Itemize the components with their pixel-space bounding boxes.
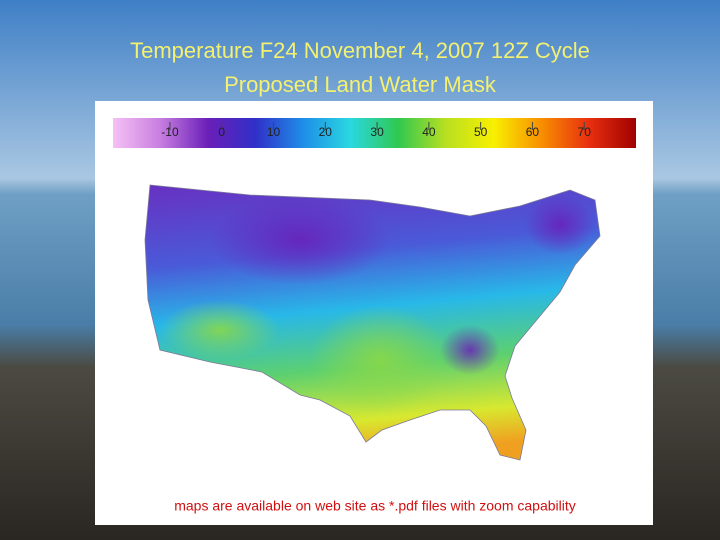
colorbar-tick-label: 30: [370, 125, 384, 139]
colorbar-tick-label: 0: [218, 125, 225, 139]
caption: maps are available on web site as *.pdf …: [174, 498, 576, 514]
colorbar-tick-label: 40: [422, 125, 436, 139]
colorbar-tick-label: 60: [526, 125, 540, 139]
colorbar-tick-label: -10: [161, 125, 179, 139]
title-line: Proposed Land Water Mask: [224, 72, 497, 97]
title-line: Temperature F24 November 4, 2007 12Z Cyc…: [130, 38, 590, 63]
colorbar-tick-label: 50: [474, 125, 488, 139]
colorbar-gradient: [113, 118, 636, 148]
colorbar-tick-label: 70: [578, 125, 592, 139]
colorbar-tick-label: 10: [267, 125, 281, 139]
colorbar-tick-label: 20: [319, 125, 333, 139]
colorbar: -10 0 10 20 30 40 50 60 70: [113, 118, 636, 148]
